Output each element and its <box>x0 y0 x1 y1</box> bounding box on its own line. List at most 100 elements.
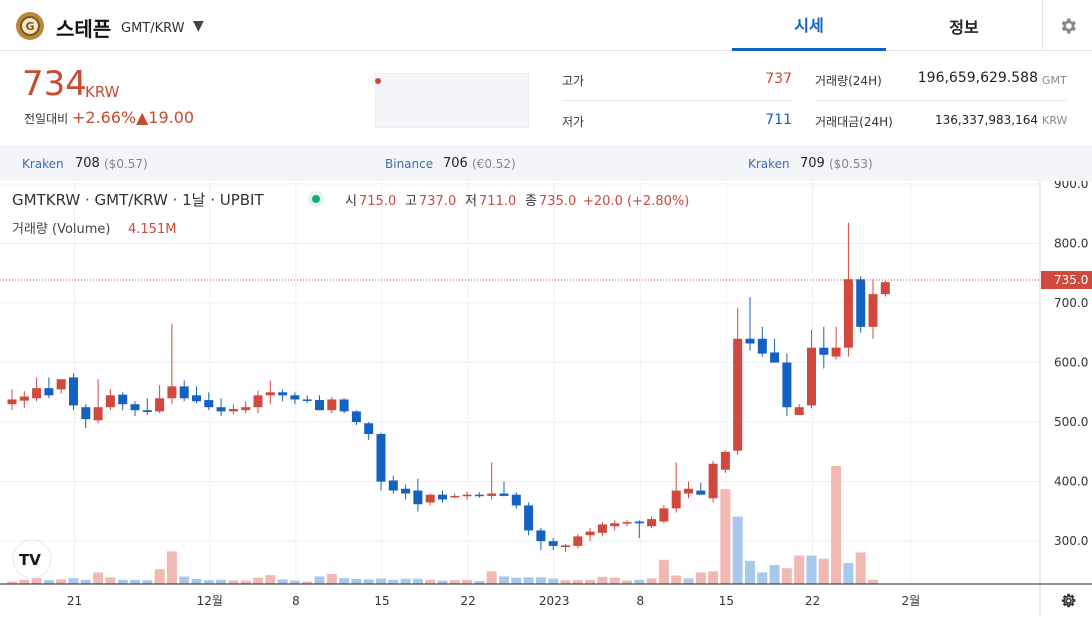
tab-info[interactable]: 정보 <box>949 17 979 37</box>
current-price: 734 <box>22 64 87 104</box>
last-price-tag <box>1041 271 1092 289</box>
volume-bar <box>216 579 227 584</box>
volume-bar <box>683 578 694 584</box>
candle-body <box>438 494 447 500</box>
volume-bar <box>671 575 682 584</box>
candle-body <box>720 451 730 470</box>
volume-bar <box>105 577 116 584</box>
low-value: 711.0 <box>479 194 516 209</box>
price-unit: KRW <box>85 83 120 101</box>
time-tick-label: 15 <box>374 594 389 608</box>
volume-bar <box>314 576 325 584</box>
gear-icon <box>1061 18 1076 33</box>
low-label: 저가 <box>562 115 585 129</box>
volume-bar <box>511 577 522 584</box>
volume-bar <box>43 580 54 584</box>
volume-bar <box>228 580 239 584</box>
candle-body <box>376 433 386 482</box>
candle-body <box>265 392 275 396</box>
price-axis[interactable]: 300.0 400.0 500.0 600.0 700.0 800.0 900.0 <box>1054 177 1088 548</box>
candle-body <box>167 386 177 399</box>
volume-bar <box>277 579 288 584</box>
candle-body <box>708 463 718 499</box>
candle-body <box>105 395 115 408</box>
volume-indicator-value: 4.151M <box>128 222 176 237</box>
settings-button[interactable] <box>1042 0 1092 51</box>
candle-body <box>819 347 829 355</box>
candle-body <box>462 494 472 497</box>
volume-bar <box>326 573 337 584</box>
volume-bar <box>363 579 374 584</box>
price-tick-label: 400.0 <box>1054 475 1088 489</box>
candle-body <box>782 362 792 408</box>
candle-body <box>69 377 78 406</box>
tradingview-logo[interactable] <box>12 539 52 579</box>
time-tick-label: 8 <box>292 594 300 608</box>
high-value: 737 <box>765 71 792 87</box>
amount-value: 136,337,983,164 <box>934 113 1038 127</box>
caret-down-icon[interactable]: ▼ <box>193 18 204 34</box>
candle-body <box>807 347 816 406</box>
candle-body <box>155 398 165 412</box>
volume-label: 거래량(24H) <box>815 74 882 88</box>
high-label: 고 <box>405 194 417 209</box>
price-chart[interactable]: 300.0 400.0 500.0 600.0 700.0 800.0 900.0 21 12… <box>0 177 1092 617</box>
volume-bar <box>462 579 473 584</box>
candle-body <box>130 404 140 411</box>
candle-body <box>228 408 238 412</box>
mini-chart-marker <box>375 78 381 84</box>
candle-body <box>388 480 398 491</box>
volume-bar <box>376 578 386 584</box>
candle-body <box>142 410 152 412</box>
price-tick-label: 300.0 <box>1054 534 1088 548</box>
candle-body <box>684 488 693 494</box>
volume-bar <box>646 578 657 584</box>
candle-body <box>597 524 607 533</box>
volume-bar <box>831 466 842 584</box>
candle-body <box>93 407 103 421</box>
volume-bar <box>732 516 743 584</box>
candle-body <box>487 493 497 496</box>
change-amount: ▲19.00 <box>136 108 195 127</box>
exchange-name[interactable]: Kraken <box>22 157 64 171</box>
price-tick-label: 900.0 <box>1054 181 1088 191</box>
volume-bar <box>658 559 669 584</box>
candle-body <box>450 495 460 498</box>
candle-body <box>745 338 755 344</box>
time-tick-label: 8 <box>636 594 644 608</box>
candlestick-chart[interactable]: 300.0 400.0 500.0 600.0 700.0 800.0 900.0 21 12… <box>0 177 1092 617</box>
tab-quote[interactable]: 시세 <box>732 0 886 51</box>
candle-body <box>19 396 29 401</box>
volume-bar <box>142 580 153 584</box>
exchange-name[interactable]: Binance <box>385 157 434 171</box>
price-tick-label: 700.0 <box>1054 296 1088 310</box>
time-tick-label: 21 <box>67 594 82 608</box>
exchange-fx: ($0.53) <box>829 157 873 171</box>
volume-bar <box>781 568 792 584</box>
time-tick-label: 2월 <box>902 594 921 608</box>
candle-body <box>32 388 42 399</box>
volume-bar <box>56 579 67 584</box>
volume-bar <box>68 578 79 584</box>
volume-bar <box>203 580 214 584</box>
candle-body <box>511 494 521 506</box>
time-axis[interactable]: 21 12월 8 15 22 2023 8 15 22 2월 <box>67 594 920 608</box>
time-tick-label: 22 <box>805 594 820 608</box>
candle-body <box>880 282 890 295</box>
market-status-icon <box>312 195 320 203</box>
exchange-price: 708 <box>75 156 100 171</box>
candle-body <box>315 400 324 411</box>
candle-body <box>536 530 546 542</box>
candle-body <box>351 411 361 423</box>
volume-bar <box>585 579 596 584</box>
candle-body <box>634 521 644 524</box>
candle-body <box>770 352 780 363</box>
chart-settings-button[interactable] <box>1061 593 1076 608</box>
candle-body <box>585 531 595 536</box>
volume-bar <box>855 552 866 584</box>
candle-body <box>118 394 128 405</box>
exchange-name[interactable]: Kraken <box>748 157 790 171</box>
candle-body <box>204 400 214 408</box>
volume-bar <box>818 558 829 584</box>
candle-body <box>868 294 878 327</box>
